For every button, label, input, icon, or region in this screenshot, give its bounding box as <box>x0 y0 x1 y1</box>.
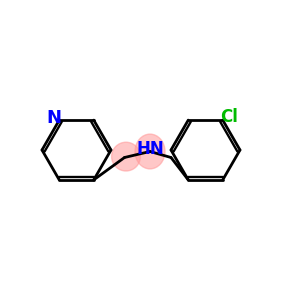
Ellipse shape <box>112 142 140 171</box>
Text: Cl: Cl <box>220 108 238 126</box>
Text: N: N <box>46 109 62 127</box>
Ellipse shape <box>135 134 165 169</box>
Text: HN: HN <box>136 140 164 158</box>
